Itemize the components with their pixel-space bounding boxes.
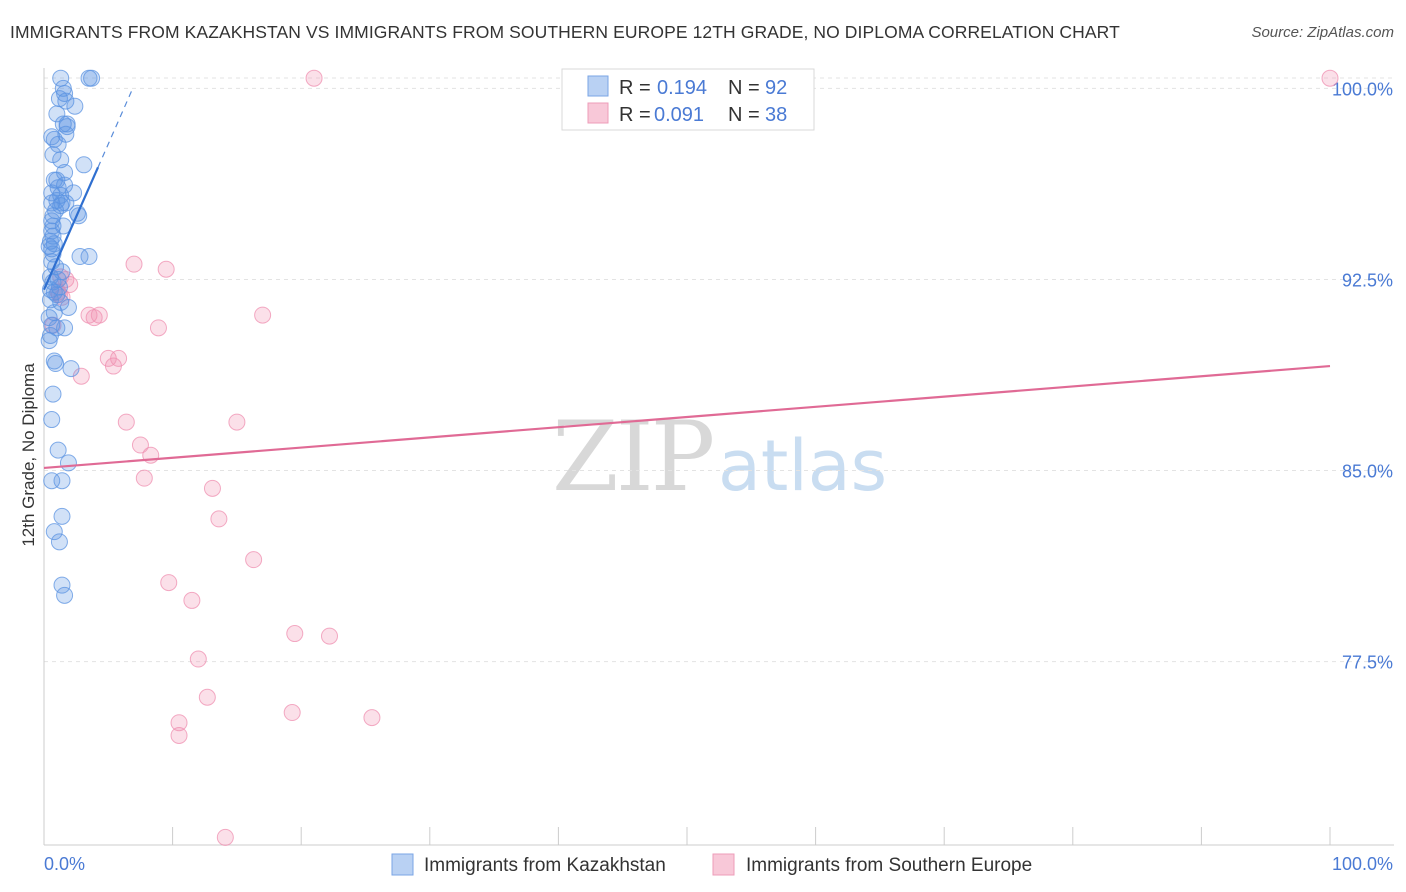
southern-europe-point	[85, 309, 103, 327]
kazakhstan-point	[43, 411, 61, 429]
kazakhstan-point	[56, 586, 74, 604]
stats-n-value-1: 92	[765, 77, 787, 99]
kazakhstan-point	[66, 97, 84, 115]
kazakhstan-point	[45, 283, 63, 301]
southern-europe-point	[125, 255, 143, 273]
trend-lines	[42, 88, 1331, 470]
chart-title: IMMIGRANTS FROM KAZAKHSTAN VS IMMIGRANTS…	[10, 22, 1120, 42]
southern-europe-point	[203, 479, 221, 497]
kazakhstan-point	[53, 576, 71, 594]
x-tick-label-min: 0.0%	[44, 854, 85, 874]
southern-europe-point	[157, 260, 175, 278]
kazakhstan-trend-line	[42, 166, 100, 291]
x-tick-label-max: 100.0%	[1332, 854, 1393, 874]
kazakhstan-point	[71, 248, 89, 266]
kazakhstan-point	[47, 355, 65, 373]
stats-r-label-2: R =	[619, 104, 651, 126]
southern-europe-point	[149, 319, 167, 337]
stats-r-value-2: 0.091	[654, 104, 704, 126]
kazakhstan-point	[48, 105, 66, 123]
y-tick-label: 77.5%	[1342, 653, 1393, 673]
southern-europe-point	[216, 828, 234, 846]
series-kazakhstan-points	[40, 69, 101, 604]
southern-europe-point	[245, 551, 263, 569]
kazakhstan-point	[49, 441, 67, 459]
kazakhstan-point	[62, 360, 80, 378]
axes	[43, 68, 1394, 846]
legend-swatch-kazakhstan	[391, 853, 414, 876]
southern-europe-point	[320, 627, 338, 645]
kazakhstan-point	[45, 523, 63, 541]
stats-n-label-1: N =	[728, 77, 760, 99]
southern-europe-point	[210, 510, 228, 528]
series-southern-europe-points	[44, 69, 1339, 846]
legend-label-southern-europe: Immigrants from Southern Europe	[746, 855, 1032, 876]
stats-r-value-1: 0.194	[657, 77, 707, 99]
kazakhstan-trend-extension	[97, 88, 134, 168]
y-tick-label: 92.5%	[1342, 270, 1393, 290]
kazakhstan-point	[50, 533, 68, 551]
southern-europe-point	[170, 714, 188, 732]
watermark-zip: ZIP	[552, 401, 713, 513]
y-tick-labels: 100.0% 92.5% 85.0% 77.5%	[1332, 79, 1393, 672]
kazakhstan-point	[59, 298, 77, 316]
southern-europe-point	[117, 413, 135, 431]
southern-europe-point	[131, 436, 149, 454]
southern-europe-point	[80, 306, 98, 324]
stats-swatch-blue	[587, 75, 609, 97]
southern-europe-point	[363, 709, 381, 727]
southern-europe-point	[1321, 69, 1339, 87]
source-credit: Source: ZipAtlas.com	[1251, 24, 1394, 41]
kazakhstan-point	[43, 472, 61, 490]
kazakhstan-point	[56, 319, 74, 337]
southern-europe-point	[104, 357, 122, 375]
kazakhstan-point	[59, 454, 77, 472]
southern-europe-point	[170, 726, 188, 744]
southern-europe-point	[183, 591, 201, 609]
grid-lines	[44, 77, 1394, 663]
kazakhstan-point	[40, 332, 58, 350]
kazakhstan-point	[57, 92, 75, 110]
southern-europe-point	[228, 413, 246, 431]
stats-r-label-1: R =	[619, 77, 651, 99]
southern-europe-point	[305, 69, 323, 87]
southern-europe-point	[135, 469, 153, 487]
kazakhstan-point	[41, 291, 59, 309]
southern-europe-point	[254, 306, 272, 324]
bottom-legend: Immigrants from Kazakhstan Immigrants fr…	[391, 853, 1032, 876]
stats-legend: R = 0.194 N = 92 R = 0.091 N = 38	[561, 68, 815, 131]
x-tick-labels: 0.0% 100.0%	[44, 854, 1393, 874]
y-tick-label: 100.0%	[1332, 79, 1393, 99]
watermark-atlas: atlas	[718, 425, 887, 507]
kazakhstan-point	[53, 472, 71, 490]
stats-n-value-2: 38	[765, 104, 787, 126]
y-axis-label: 12th Grade, No Diploma	[19, 363, 38, 547]
southern-europe-trend-line	[43, 364, 1331, 470]
kazakhstan-point	[80, 248, 98, 266]
southern-europe-point	[90, 306, 108, 324]
kazakhstan-point	[44, 385, 62, 403]
kazakhstan-point	[83, 69, 101, 87]
kazakhstan-point	[52, 151, 70, 169]
kazakhstan-point	[75, 156, 93, 174]
y-tick-label: 85.0%	[1342, 462, 1393, 482]
southern-europe-point	[160, 574, 178, 592]
southern-europe-point	[283, 704, 301, 722]
legend-swatch-southern-europe	[712, 853, 735, 876]
stats-n-label-2: N =	[728, 104, 760, 126]
southern-europe-point	[189, 650, 207, 668]
kazakhstan-point	[53, 507, 71, 525]
southern-europe-point	[198, 688, 216, 706]
stats-swatch-pink	[587, 102, 609, 124]
watermark: ZIP atlas	[552, 401, 887, 513]
southern-europe-point	[286, 625, 304, 643]
legend-label-kazakhstan: Immigrants from Kazakhstan	[424, 855, 666, 876]
